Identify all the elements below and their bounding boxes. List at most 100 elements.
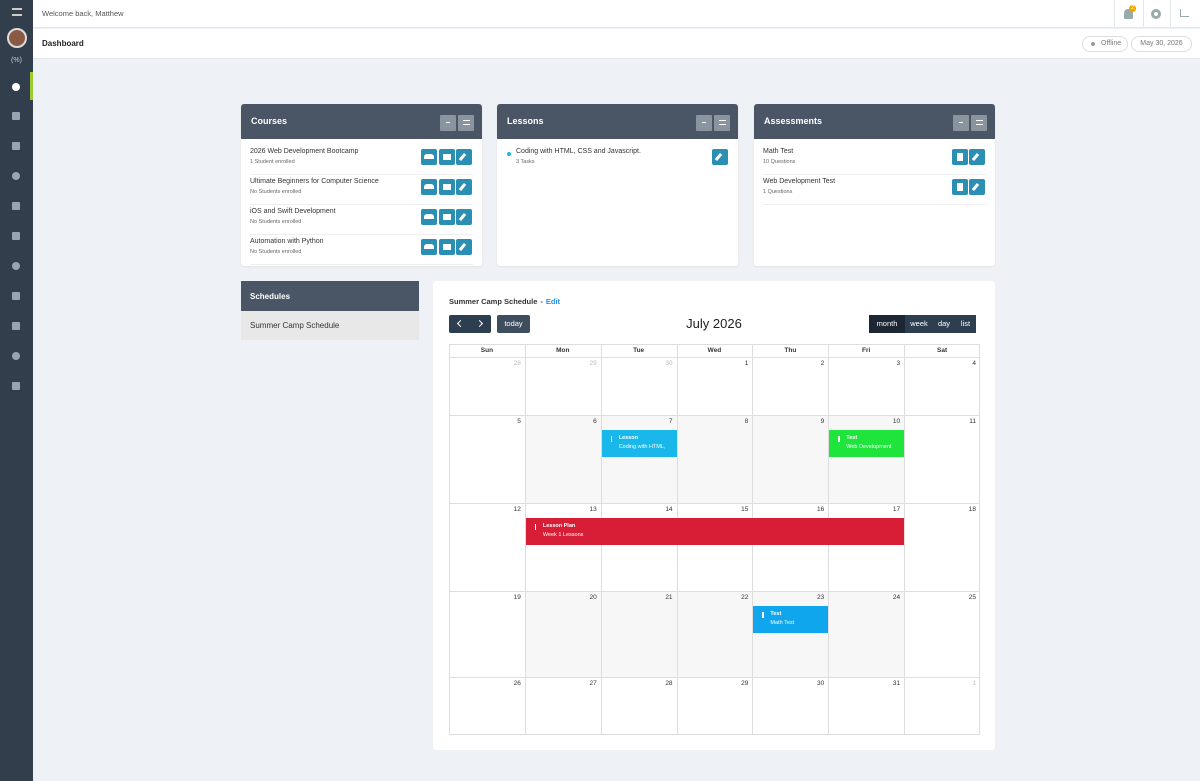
action-button[interactable] [456,209,472,225]
day-number: 18 [968,506,976,513]
action-button[interactable] [438,209,455,225]
prev-button[interactable] [449,315,470,333]
calendar-event[interactable]: Test Math Test [753,606,829,633]
day-number: 2 [820,360,825,367]
day-number: 1 [972,680,976,687]
day-cell [601,592,677,677]
sidebar [0,0,33,781]
day-cell [525,416,601,503]
button-icon [458,242,467,252]
view-button[interactable]: month [869,315,905,333]
top-bar [33,0,1200,28]
add-button[interactable] [696,115,712,131]
calendar-event[interactable]: Test Web Development [829,430,905,457]
weekday: Mon [556,347,570,354]
action-button[interactable] [951,149,968,165]
chevron [475,319,484,328]
view-button[interactable]: list [955,315,976,333]
settings[interactable] [1151,9,1161,19]
add-button[interactable] [440,115,456,131]
action-button[interactable] [456,239,472,255]
view-button[interactable]: day [933,315,955,333]
button-icon [956,183,963,191]
day-number: 1 [744,360,749,367]
item-detail: 1 Student enrolled [250,159,295,165]
active-indicator [30,72,33,100]
item-name: Web Development Test [763,178,836,185]
day-number: 24 [892,594,901,601]
action-button[interactable] [438,239,455,255]
action-button[interactable] [712,149,728,165]
item-name: Math Test [763,148,794,155]
nav-icon[interactable] [12,172,20,180]
action-button[interactable] [969,149,985,165]
action-button[interactable] [969,179,985,195]
event-detail: Math Test [770,620,795,626]
list-button[interactable] [714,115,730,131]
day-number: 26 [513,680,521,687]
row-line [449,677,980,678]
add-button[interactable] [953,115,969,131]
action-button[interactable] [421,179,437,195]
item-detail: 3 Tasks [516,159,535,165]
nav-icon[interactable] [12,262,20,270]
schedule-item[interactable] [241,311,419,340]
action-button[interactable] [421,209,437,225]
list-button[interactable] [971,115,987,131]
logout[interactable] [1180,9,1189,17]
row-divider [250,264,473,265]
lessons-card: Lessons Coding with HTML, CSS and Javascr… [497,104,738,266]
event-detail: Coding with HTML, [618,444,666,450]
nav-icon[interactable] [12,322,20,330]
plus [959,122,963,123]
row-divider [250,204,473,205]
nav-icon[interactable] [12,232,20,240]
day-number: 23 [817,594,825,601]
item-name: Ultimate Beginners for Computer Science [250,178,379,185]
nav-icon[interactable] [12,352,20,360]
button-icon [442,184,451,190]
day-cell [677,416,753,503]
event-icon [534,524,537,530]
event-title: Test [770,611,782,617]
nav-icon[interactable] [12,112,20,120]
day-number: 12 [513,506,521,513]
menu-toggle[interactable] [12,8,22,16]
action-button[interactable] [438,179,455,195]
schedules-title: Schedules [250,292,291,301]
next-button[interactable] [470,315,491,333]
action-button[interactable] [951,179,968,195]
event-icon [762,612,764,618]
edit-link[interactable]: Edit [545,297,561,306]
event-title: Lesson Plan [542,523,576,529]
button-icon [458,182,467,192]
button-icon [714,152,723,162]
nav-icon[interactable] [12,142,20,150]
nav-icon[interactable] [12,202,20,210]
day-number: 19 [513,594,521,601]
action-button[interactable] [456,179,472,195]
calendar-event[interactable]: Lesson Plan Week 1 Lessons [525,518,905,545]
action-button[interactable] [421,149,437,165]
day-cell [829,592,905,677]
chevron [456,319,465,328]
nav-icon[interactable] [12,83,20,91]
avatar[interactable] [7,28,27,48]
action-button[interactable] [438,149,455,165]
action-button[interactable] [456,149,472,165]
day-cell [753,416,829,503]
view-button[interactable]: week [905,315,933,333]
calendar-event[interactable]: Lesson Coding with HTML, [601,430,677,457]
column-line [524,344,526,735]
card-title: Assessments [764,116,823,126]
nav-icon[interactable] [12,292,20,300]
list-button[interactable] [458,115,474,131]
divider [1114,0,1115,28]
today-button[interactable]: today [497,315,530,333]
nav-icon[interactable] [12,382,20,390]
row-divider [250,234,473,235]
bell[interactable] [1124,9,1133,19]
action-button[interactable] [421,239,437,255]
button-icon [458,152,467,162]
button-icon [424,214,434,219]
